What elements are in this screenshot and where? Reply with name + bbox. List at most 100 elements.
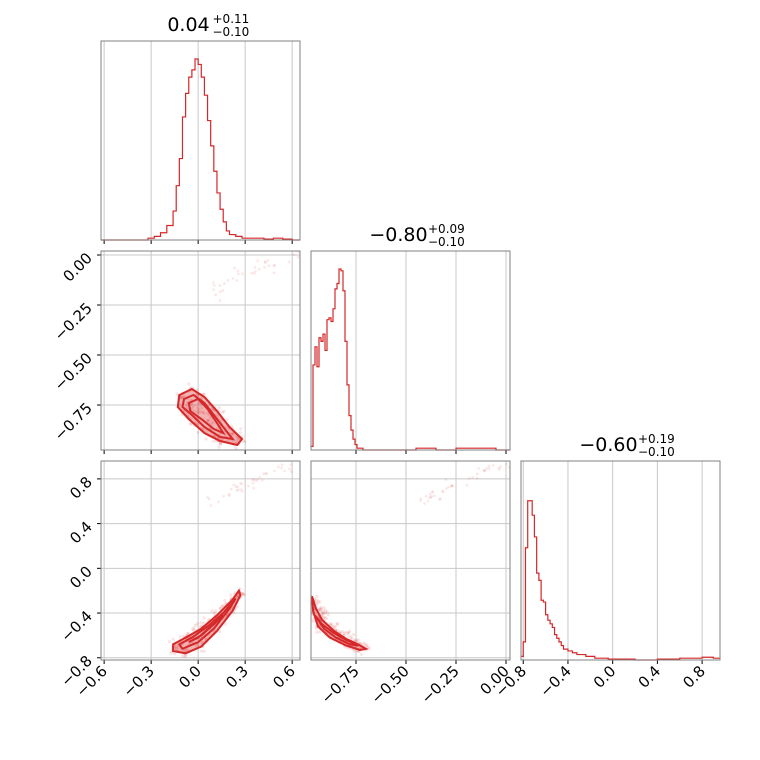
y-tick-label: −0.75 [51, 399, 96, 444]
sample-point [180, 396, 184, 400]
sample-point [338, 630, 342, 634]
sample-point [196, 406, 200, 410]
sample-point [250, 271, 253, 275]
sample-point [260, 478, 264, 482]
sample-point [314, 601, 318, 605]
sample-point [211, 421, 215, 425]
sample-point [335, 622, 340, 626]
sample-point [324, 617, 329, 621]
sample-point [202, 621, 206, 625]
sample-point [217, 500, 220, 504]
sample-point [346, 631, 350, 636]
sample-point [202, 616, 206, 620]
y-tick-label: −0.50 [51, 349, 96, 394]
sample-point [362, 641, 366, 645]
sample-point [428, 496, 432, 500]
sample-point [240, 592, 244, 596]
sample-point [289, 463, 293, 467]
sample-point [180, 395, 184, 399]
sample-point [419, 497, 423, 501]
sample-point [221, 410, 225, 414]
sample-point [482, 468, 486, 472]
sample-point [196, 431, 200, 435]
sample-point [311, 619, 316, 624]
sample-point [445, 486, 448, 490]
sample-point [201, 410, 205, 415]
panel-0-0 [100, 40, 301, 244]
sample-point [428, 492, 432, 496]
sample-point [218, 606, 223, 611]
sample-point [485, 467, 489, 470]
sample-point [262, 472, 266, 476]
sample-point [273, 469, 276, 473]
sample-point [318, 606, 322, 610]
param-title-value: 0.04 [167, 14, 209, 36]
sample-point [332, 625, 336, 630]
sample-point [315, 602, 320, 606]
sample-point [431, 490, 435, 493]
sample-point [257, 267, 261, 271]
sample-point [265, 472, 269, 476]
sample-point [241, 272, 244, 276]
sample-point [195, 622, 199, 626]
y-tick-label: −0.4 [57, 607, 95, 645]
sample-point [187, 382, 191, 386]
sample-point [208, 497, 211, 501]
sample-point [243, 440, 247, 444]
sample-point [218, 606, 222, 610]
sample-point [253, 270, 257, 273]
sample-point [231, 277, 235, 280]
sample-point [200, 410, 204, 414]
param-title-plus: +0.19 [638, 432, 675, 446]
sample-point [258, 475, 262, 479]
sample-point [333, 624, 337, 629]
sample-point [280, 466, 283, 470]
sample-point [318, 630, 322, 634]
sample-point [237, 488, 240, 492]
y-tick-label: 0.8 [66, 473, 96, 503]
sample-point [205, 419, 209, 423]
sample-point [183, 653, 187, 657]
sample-point [195, 643, 200, 648]
sample-point [210, 609, 214, 613]
sample-point [316, 599, 320, 603]
sample-point [229, 432, 234, 436]
sample-point [218, 290, 222, 294]
sample-point [220, 604, 224, 608]
param-title-plus: +0.11 [213, 12, 250, 26]
sample-point [307, 605, 310, 608]
sample-point [235, 605, 240, 609]
sample-point [450, 484, 454, 488]
sample-point [450, 484, 453, 488]
sample-point [256, 259, 260, 263]
sample-point [181, 654, 185, 658]
sample-point [239, 427, 243, 431]
sample-point [206, 412, 211, 416]
param-title-value: −0.60 [579, 434, 637, 456]
sample-point [205, 429, 209, 433]
sample-point [263, 265, 266, 269]
sample-point [322, 606, 326, 610]
param-title-minus: −0.10 [213, 25, 250, 39]
sample-point [191, 404, 195, 409]
sample-point [319, 606, 324, 610]
sample-point [223, 598, 227, 603]
sample-point [266, 259, 270, 262]
param-title-value: −0.80 [369, 224, 427, 246]
sample-point [171, 637, 175, 641]
sample-point [326, 612, 330, 617]
sample-point [210, 407, 214, 411]
panel-frame [310, 460, 511, 661]
sample-point [211, 281, 215, 284]
sample-point [212, 284, 216, 287]
sample-point [236, 437, 240, 441]
sample-point [342, 631, 346, 636]
sample-point [364, 644, 369, 648]
sample-point [185, 632, 190, 636]
sample-point [202, 411, 206, 416]
sample-point [167, 640, 172, 644]
x-tick-label: 0.0 [590, 662, 620, 692]
sample-point [210, 420, 214, 424]
sample-point [196, 410, 200, 414]
panel-2-2: −0.8 −0.4 0.0 0.4 0.8 [492, 460, 721, 701]
